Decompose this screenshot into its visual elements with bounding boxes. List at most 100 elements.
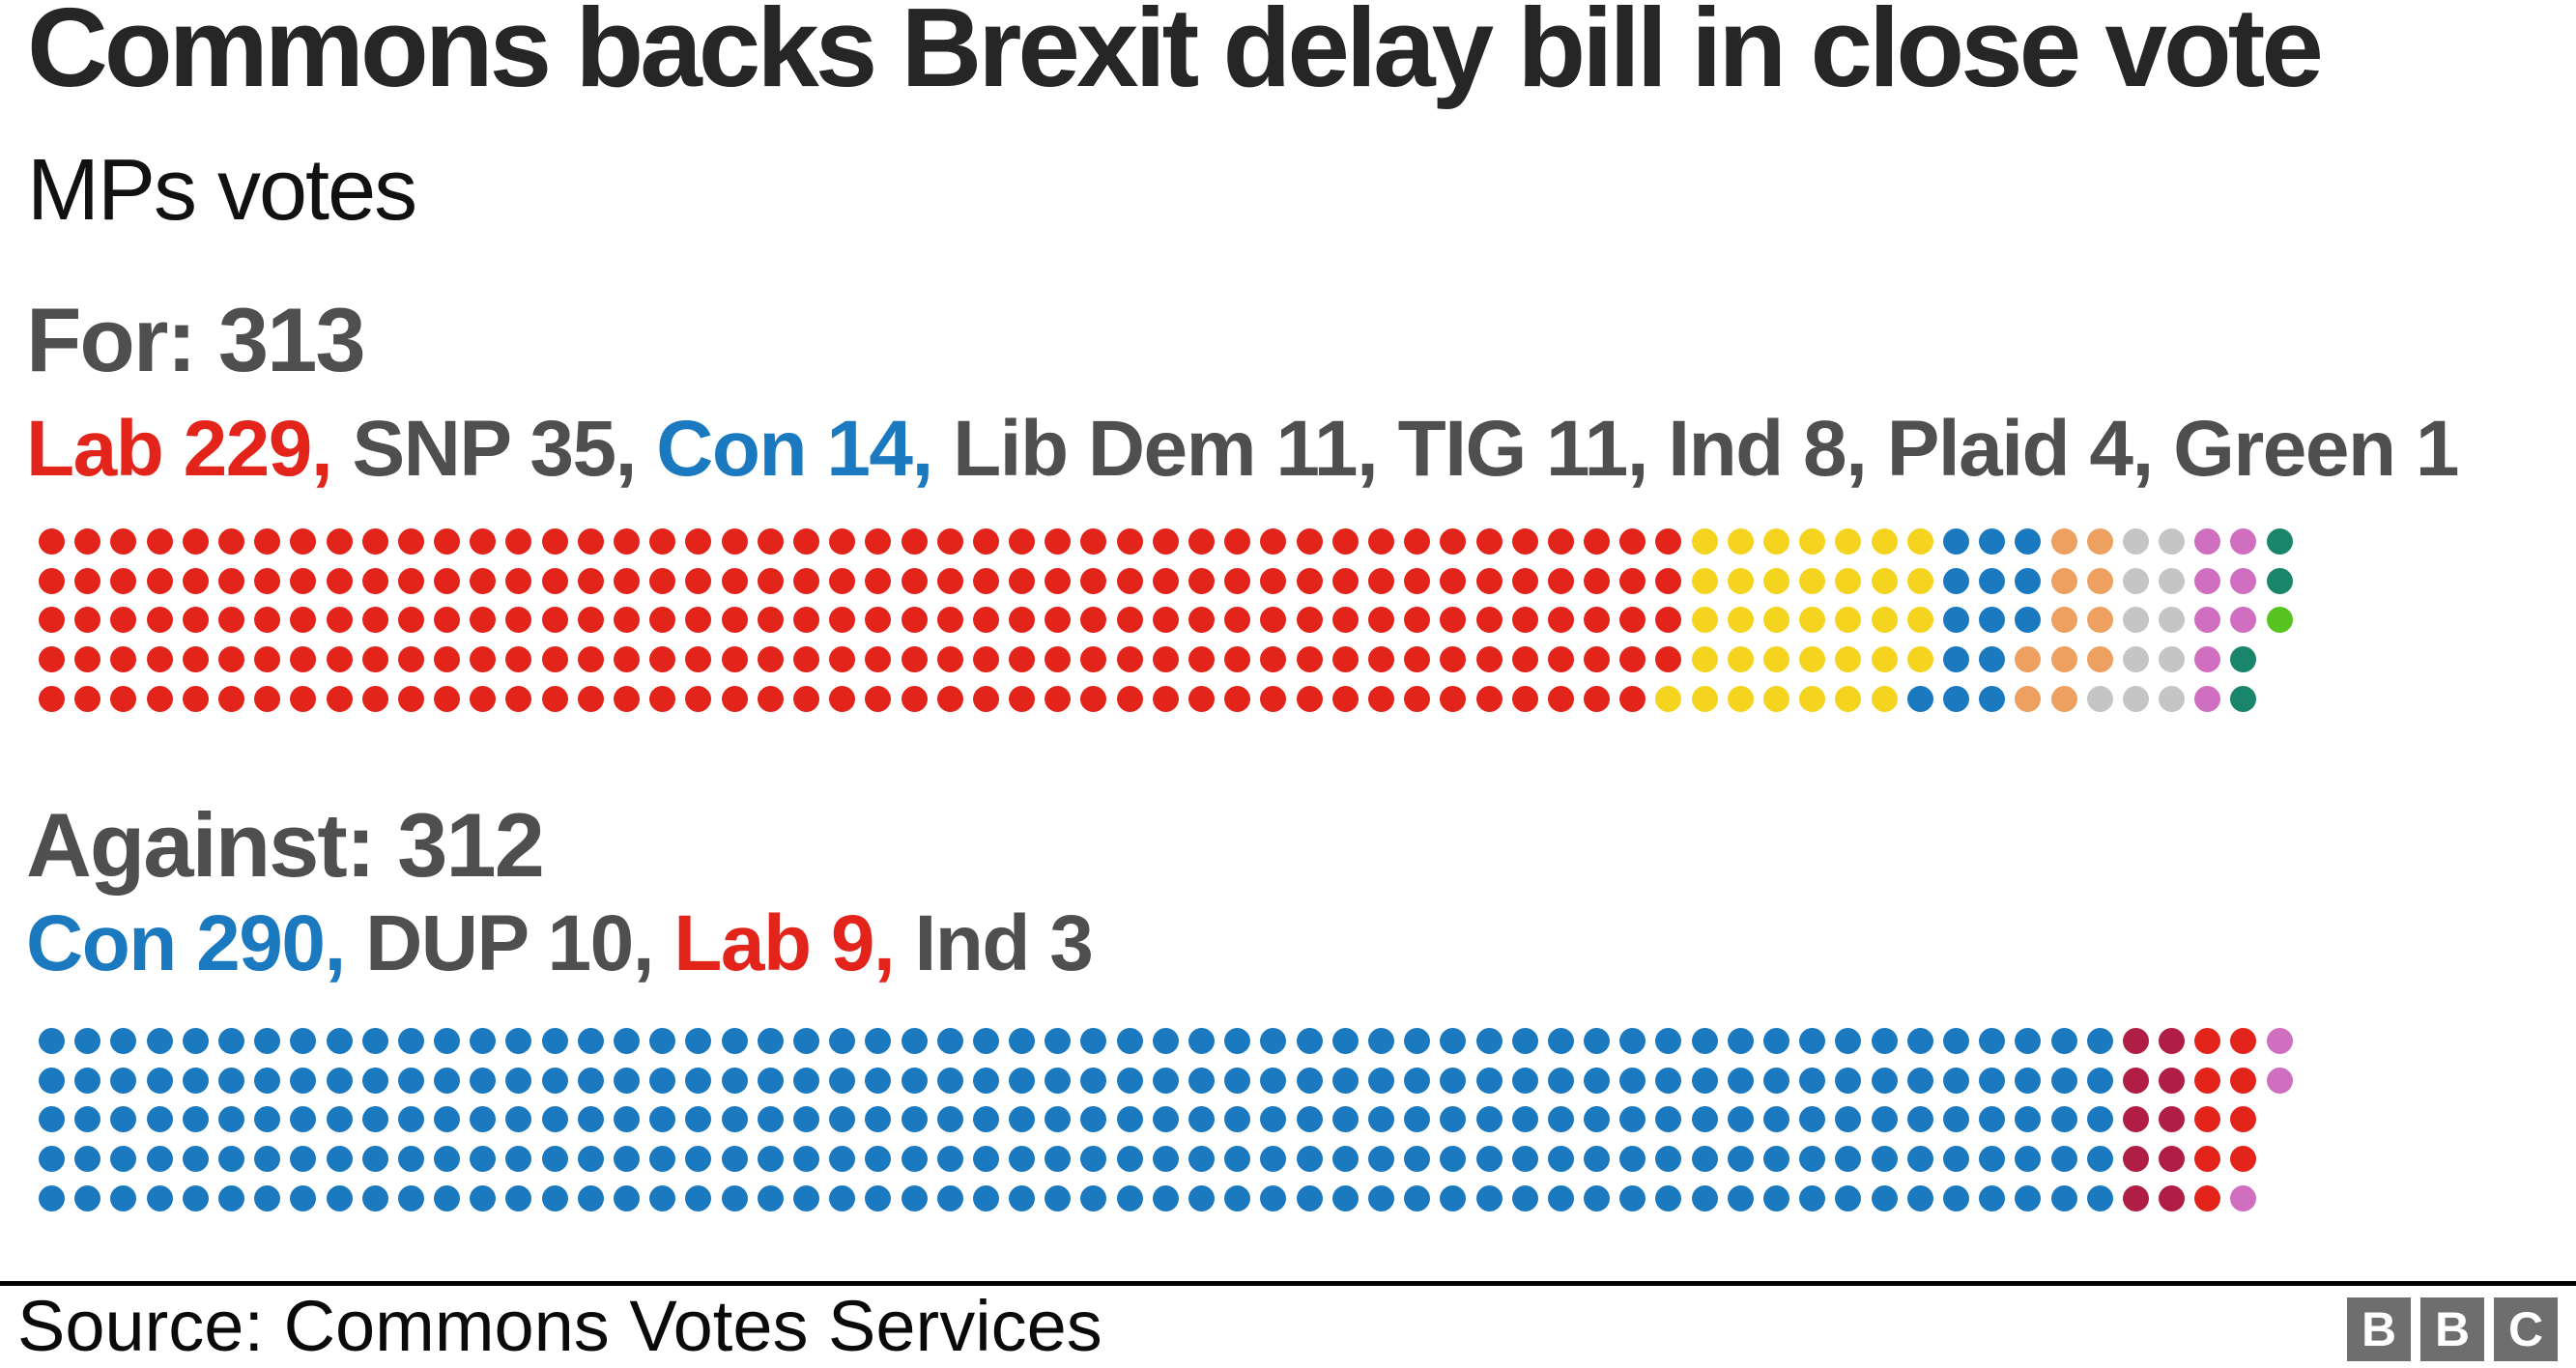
vote-dot-lab <box>1188 607 1215 634</box>
vote-dot-con <box>434 1106 461 1133</box>
vote-dot-con <box>1547 1184 1574 1211</box>
vote-dot-lab <box>470 646 497 673</box>
vote-dot-con <box>541 1067 568 1094</box>
vote-dot-con <box>1116 1184 1143 1211</box>
vote-dot-dup <box>2122 1028 2149 1054</box>
vote-dot-ind <box>2194 685 2221 712</box>
vote-dot-con <box>146 1184 173 1211</box>
vote-dot-con <box>254 1028 281 1054</box>
vote-dot-con <box>972 1184 999 1211</box>
vote-dot-tig <box>2122 607 2149 634</box>
vote-dot-con <box>1009 1184 1036 1211</box>
source-credit: Source: Commons Votes Services <box>17 1286 1102 1366</box>
vote-dot-con <box>1727 1184 1754 1211</box>
vote-dot-lab <box>1224 646 1251 673</box>
vote-dot-lab <box>541 567 568 594</box>
vote-dot-con <box>1871 1106 1898 1133</box>
vote-dot-lab <box>1440 646 1467 673</box>
vote-dot-lab <box>434 607 461 634</box>
vote-dot-lab <box>1009 685 1036 712</box>
vote-dot-lab <box>1224 567 1251 594</box>
vote-dot-lab <box>1404 646 1431 673</box>
vote-dot-lab <box>1296 528 1323 555</box>
vote-dot-con <box>1727 1028 1754 1054</box>
vote-dot-con <box>1835 1106 1862 1133</box>
vote-dot-lab <box>1367 646 1394 673</box>
vote-dot-con <box>1979 607 2006 634</box>
vote-dot-lab <box>182 646 209 673</box>
vote-dot-lab <box>649 685 676 712</box>
vote-dot-lab <box>1619 646 1646 673</box>
vote-dot-con <box>1475 1146 1503 1173</box>
vote-dot-con <box>1619 1184 1646 1211</box>
vote-dot-lab <box>792 567 819 594</box>
vote-dot-lab <box>1440 567 1467 594</box>
vote-dot-con <box>1009 1067 1036 1094</box>
vote-dot-con <box>901 1146 928 1173</box>
vote-dot-con <box>1116 1067 1143 1094</box>
vote-dot-tig <box>2159 607 2186 634</box>
vote-dot-dup <box>2122 1184 2149 1211</box>
vote-dot-snp <box>1835 685 1862 712</box>
vote-dot-con <box>2086 1184 2113 1211</box>
vote-dot-lab <box>936 607 963 634</box>
vote-dot-lab <box>1619 528 1646 555</box>
vote-dot-tig <box>2159 685 2186 712</box>
vote-dot-lab <box>1152 607 1179 634</box>
against-dot-chart <box>39 1028 2293 1211</box>
vote-dot-lab <box>361 528 388 555</box>
vote-dot-con <box>217 1146 244 1173</box>
vote-dot-con <box>1547 1028 1574 1054</box>
against-party-breakdown: Con 290, DUP 10, Lab 9, Ind 3 <box>26 904 1094 983</box>
vote-dot-con <box>1691 1028 1718 1054</box>
vote-dot-con <box>1260 1106 1287 1133</box>
vote-dot-con <box>2086 1067 2113 1094</box>
vote-dot-con <box>1942 646 1969 673</box>
vote-dot-lab <box>936 646 963 673</box>
vote-dot-lab <box>74 646 101 673</box>
vote-dot-lab <box>74 528 101 555</box>
vote-dot-lab <box>685 567 712 594</box>
vote-dot-con <box>2086 1146 2113 1173</box>
subtitle: MPs votes <box>27 142 417 239</box>
vote-dot-dup <box>2159 1146 2186 1173</box>
vote-dot-snp <box>1763 567 1789 594</box>
vote-dot-lab <box>1116 607 1143 634</box>
vote-dot-con <box>1655 1028 1682 1054</box>
vote-dot-con <box>1906 685 1933 712</box>
vote-dot-lab <box>577 646 604 673</box>
vote-dot-con <box>1979 1067 2006 1094</box>
vote-dot-dup <box>2122 1146 2149 1173</box>
vote-dot-lab <box>901 685 928 712</box>
vote-dot-con <box>1727 1106 1754 1133</box>
vote-dot-con <box>1691 1106 1718 1133</box>
vote-dot-con <box>541 1106 568 1133</box>
vote-dot-lab <box>146 567 173 594</box>
vote-dot-green <box>2266 607 2293 634</box>
vote-dot-lab <box>901 607 928 634</box>
vote-dot-con <box>434 1067 461 1094</box>
vote-dot-lab <box>434 528 461 555</box>
vote-dot-lab <box>1655 646 1682 673</box>
vote-dot-con <box>1763 1028 1789 1054</box>
vote-dot-lab <box>1367 528 1394 555</box>
vote-dot-con <box>2015 1028 2042 1054</box>
vote-dot-lab <box>1619 607 1646 634</box>
vote-dot-con <box>2015 1106 2042 1133</box>
vote-dot-lab <box>541 685 568 712</box>
vote-dot-con <box>865 1184 892 1211</box>
vote-dot-con <box>1440 1184 1467 1211</box>
vote-dot-snp <box>1906 567 1933 594</box>
vote-dot-con <box>290 1106 317 1133</box>
vote-dot-con <box>1835 1067 1862 1094</box>
for-party-breakdown: Lab 229, SNP 35, Con 14, Lib Dem 11, TIG… <box>26 410 2459 489</box>
vote-dot-con <box>1799 1146 1826 1173</box>
vote-dot-con <box>182 1028 209 1054</box>
vote-dot-con <box>972 1067 999 1094</box>
vote-dot-lab <box>2194 1146 2221 1173</box>
vote-dot-con <box>1942 1146 1969 1173</box>
vote-dot-con <box>614 1106 640 1133</box>
vote-dot-lab <box>505 646 532 673</box>
vote-dot-con <box>1296 1067 1323 1094</box>
vote-dot-lab <box>936 567 963 594</box>
